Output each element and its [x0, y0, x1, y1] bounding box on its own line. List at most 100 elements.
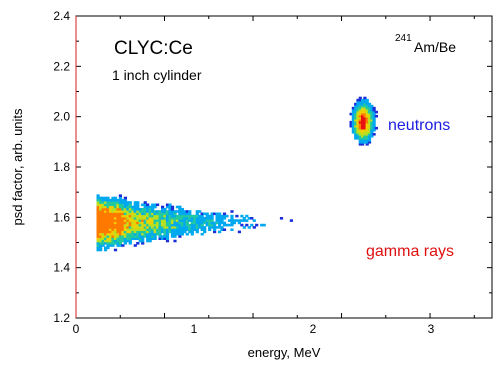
density-cell	[128, 205, 132, 209]
density-cell	[146, 228, 150, 231]
density-cell	[104, 208, 108, 211]
density-cell	[356, 110, 360, 114]
density-cell	[143, 230, 147, 234]
density-cell	[111, 239, 115, 243]
density-cell	[146, 214, 150, 218]
density-cell	[168, 212, 172, 216]
density-cell	[146, 212, 150, 216]
density-cell	[161, 223, 165, 227]
density-cell	[141, 219, 145, 222]
density-cell	[113, 201, 118, 204]
density-cell	[116, 203, 120, 207]
density-cell	[372, 118, 376, 122]
density-cell	[126, 237, 130, 240]
density-cell	[203, 212, 207, 216]
density-cell	[190, 223, 194, 227]
density-cell	[356, 126, 360, 130]
density-cell	[136, 235, 140, 238]
density-cell	[242, 226, 246, 229]
density-cell	[370, 135, 374, 138]
density-cell	[131, 221, 135, 225]
density-cell	[101, 232, 105, 236]
density-cell	[148, 230, 152, 234]
density-cell	[153, 210, 157, 213]
density-cell	[131, 226, 135, 229]
density-cell	[185, 228, 189, 231]
density-cell	[108, 219, 113, 222]
density-cell	[158, 230, 162, 234]
density-cell	[111, 196, 115, 200]
density-cell	[198, 217, 202, 220]
density-cell	[128, 228, 132, 231]
density-cell	[131, 235, 135, 238]
density-cell	[210, 226, 214, 229]
density-cell	[165, 212, 170, 216]
density-cell	[111, 244, 115, 247]
density-cell	[180, 219, 184, 222]
density-cell	[356, 98, 360, 102]
density-cell	[363, 139, 367, 142]
density-cell	[351, 116, 355, 120]
density-cell	[356, 135, 360, 138]
density-cell	[126, 212, 130, 216]
density-cell	[143, 235, 147, 238]
density-cell	[163, 235, 167, 238]
density-cell	[133, 201, 137, 204]
density-cell	[173, 210, 177, 213]
density-cell	[128, 217, 132, 220]
density-cell	[351, 118, 355, 122]
density-cell	[178, 208, 182, 211]
density-cell	[213, 212, 217, 216]
density-cell	[180, 230, 184, 234]
density-cell	[116, 228, 120, 231]
density-cell	[158, 217, 162, 220]
density-cell	[358, 139, 362, 142]
density-cell	[111, 203, 115, 207]
density-cell	[178, 210, 182, 213]
density-cell	[175, 226, 179, 229]
density-cell	[143, 223, 147, 227]
density-cell	[161, 235, 165, 238]
density-cell	[151, 205, 155, 209]
density-cell	[116, 226, 120, 229]
density-cell	[220, 214, 224, 218]
density-cell	[170, 214, 175, 218]
density-cell	[104, 212, 108, 216]
density-cell	[126, 228, 130, 231]
density-cell	[153, 232, 157, 236]
density-cell	[165, 223, 170, 227]
density-cell	[175, 217, 179, 220]
density-cell	[358, 131, 362, 134]
density-cell	[116, 235, 120, 238]
density-cell	[143, 212, 147, 216]
density-cell	[106, 242, 110, 245]
density-cell	[153, 212, 157, 216]
density-cell	[262, 223, 266, 227]
density-cell	[372, 120, 376, 124]
density-cell	[111, 235, 115, 238]
density-cell	[106, 235, 110, 238]
density-cell	[365, 102, 369, 106]
density-cell	[161, 219, 165, 222]
density-cell	[133, 223, 137, 227]
density-cell	[126, 203, 130, 207]
density-cell	[210, 223, 214, 227]
density-cell	[173, 239, 177, 243]
density-cell	[128, 237, 132, 240]
density-cell	[168, 214, 172, 218]
density-cell	[158, 212, 162, 216]
x-tick-label: 1	[191, 322, 198, 336]
density-cell	[96, 203, 100, 207]
density-cell	[198, 226, 202, 229]
density-cell	[365, 112, 369, 116]
density-cell	[136, 203, 140, 207]
density-cell	[367, 110, 372, 114]
density-cell	[165, 239, 170, 243]
density-cell	[151, 208, 155, 211]
density-cell	[141, 235, 145, 238]
density-cell	[111, 208, 115, 211]
density-cell	[205, 219, 209, 222]
density-cell	[118, 228, 122, 231]
density-cell	[118, 242, 122, 245]
density-cell	[183, 219, 187, 222]
